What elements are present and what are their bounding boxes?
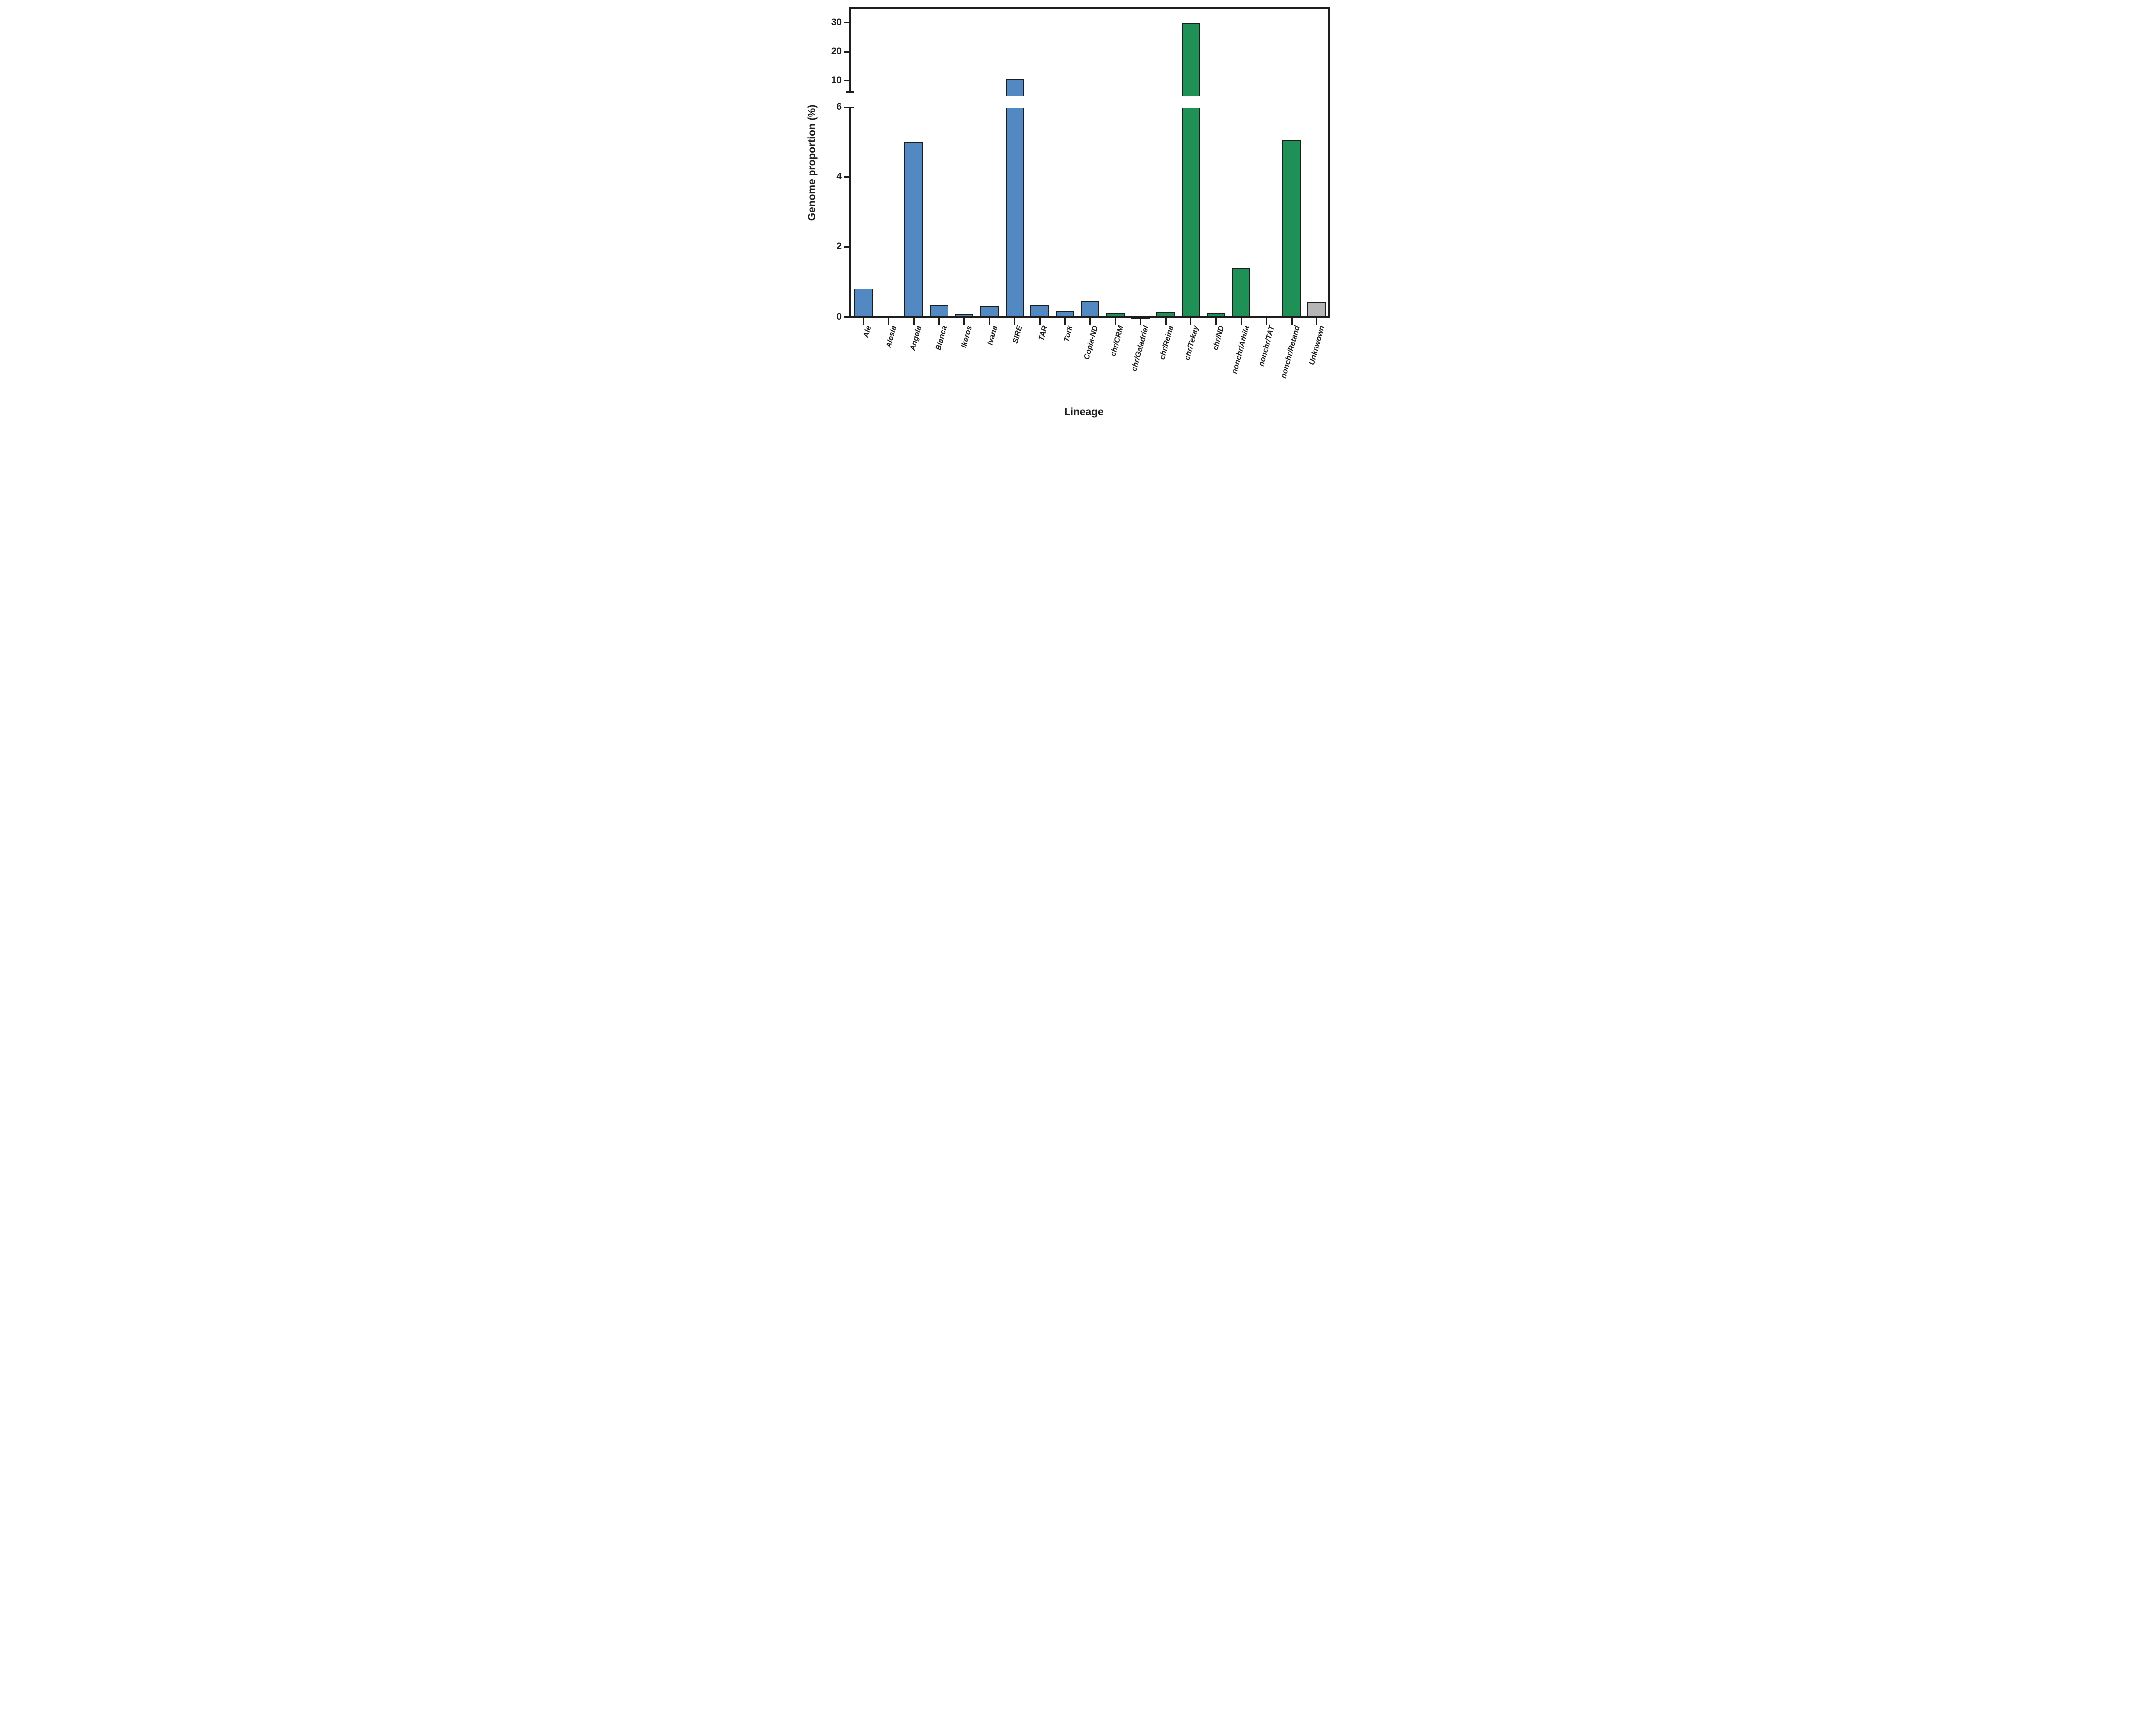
y-axis-lower-segment-line <box>849 107 851 318</box>
bar-Ale <box>854 288 873 318</box>
x-tick <box>1241 318 1242 325</box>
y-tick <box>843 22 849 23</box>
figure: Genome proportion (%) Lineage 0 2 4 6 10 20 30… <box>800 0 1334 434</box>
x-tick-label: nonchr/Retand <box>1279 325 1302 380</box>
bar-Unknwown <box>1307 302 1326 318</box>
y-axis-break-cap-upper <box>845 91 854 93</box>
x-tick-label: Unknwown <box>1307 325 1327 366</box>
x-tick <box>1265 318 1267 325</box>
x-tick <box>1064 318 1066 325</box>
x-tick-label: Bianca <box>934 325 949 351</box>
x-tick-label: chr/Tekay <box>1183 325 1201 361</box>
x-tick-label: chr/ND <box>1211 325 1226 351</box>
y-tick-label: 10 <box>831 75 842 86</box>
bar-TAR <box>1030 304 1049 318</box>
x-tick-label: chr/Reina <box>1158 325 1176 361</box>
x-tick <box>1291 318 1293 325</box>
x-tick <box>1013 318 1015 325</box>
x-tick <box>938 318 940 325</box>
x-tick-label: Ivana <box>986 325 999 346</box>
x-tick <box>1190 318 1192 325</box>
y-tick-label: 30 <box>831 17 842 28</box>
bar-lower-segment-chr/Tekay <box>1182 108 1200 318</box>
x-tick-label: chr/Galadriel <box>1129 325 1150 372</box>
x-tick <box>1316 318 1318 325</box>
x-tick-label: TAR <box>1037 325 1050 342</box>
x-tick <box>963 318 965 325</box>
y-tick <box>843 80 849 81</box>
y-tick-label: 4 <box>836 172 842 182</box>
bar-nonchr/Athila <box>1232 268 1251 318</box>
x-tick <box>888 318 889 325</box>
bar-Angela <box>904 142 923 318</box>
plot-top-border-line <box>849 7 1330 9</box>
y-tick <box>843 106 849 108</box>
x-tick <box>1115 318 1116 325</box>
bar-nonchr/Retand <box>1282 140 1301 318</box>
x-tick <box>1165 318 1167 325</box>
bar-lower-segment-SIRE <box>1005 108 1024 318</box>
x-tick-label: SIRE <box>1011 325 1024 345</box>
y-tick <box>843 316 849 318</box>
y-axis-upper-segment-line <box>849 7 851 93</box>
bar-upper-segment-chr/Tekay <box>1182 22 1200 96</box>
x-tick-label: chr/CRM <box>1109 325 1125 357</box>
y-tick-label: 6 <box>836 102 842 113</box>
x-tick <box>913 318 915 325</box>
y-tick <box>843 51 849 53</box>
y-tick <box>843 246 849 248</box>
x-axis-title: Lineage <box>1064 406 1104 418</box>
x-tick-label: Tork <box>1062 325 1075 343</box>
x-tick <box>863 318 864 325</box>
x-tick <box>1089 318 1091 325</box>
x-tick <box>1039 318 1041 325</box>
x-tick-label: Alesia <box>884 325 898 349</box>
y-axis-break-cap-lower <box>845 106 854 108</box>
y-tick-label: 2 <box>836 241 842 252</box>
x-tick-label: nonchr/Athila <box>1230 325 1251 375</box>
y-axis-title: Genome proportion (%) <box>806 104 818 221</box>
plot-right-border-line <box>1328 7 1330 318</box>
x-tick-label: Ale <box>862 325 873 339</box>
x-axis-line <box>849 316 1330 318</box>
y-tick-label: 20 <box>831 46 842 57</box>
y-tick-label: 0 <box>836 311 842 322</box>
x-tick-label: Copia-ND <box>1082 325 1100 361</box>
x-tick <box>989 318 990 325</box>
bar-Copia-ND <box>1080 301 1100 318</box>
x-tick <box>1139 318 1141 325</box>
x-tick-label: nonchr/TAT <box>1257 325 1276 368</box>
x-tick-label: Ikeros <box>959 325 974 349</box>
x-tick <box>1215 318 1217 325</box>
x-tick-label: Angela <box>908 325 924 352</box>
bar-upper-segment-SIRE <box>1005 79 1024 96</box>
y-tick <box>843 176 849 178</box>
